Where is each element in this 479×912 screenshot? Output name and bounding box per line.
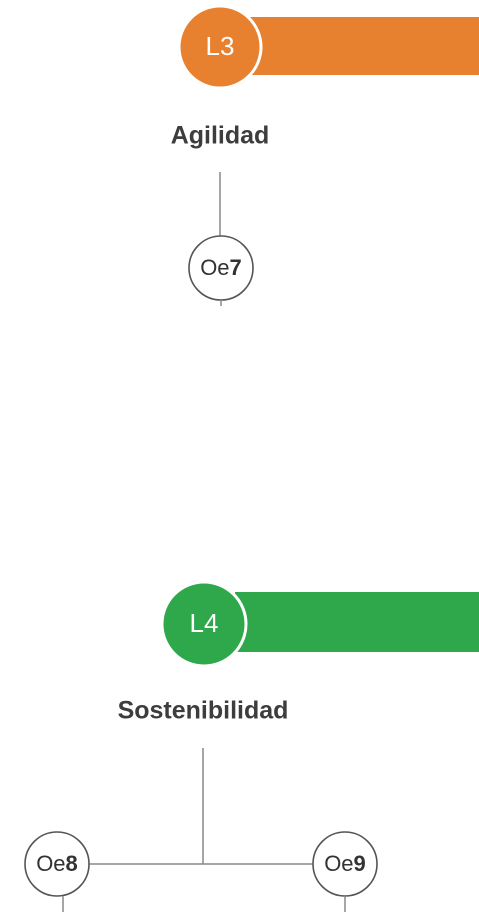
level-badge — [177, 4, 263, 90]
node-prefix: Oe — [324, 851, 353, 876]
node-number: 9 — [354, 851, 366, 876]
node-prefix: Oe — [36, 851, 65, 876]
node-label: Oe8 — [36, 851, 78, 876]
level-label: L4 — [190, 608, 219, 638]
section-title: Sostenibilidad — [118, 697, 289, 725]
node-number: 7 — [230, 255, 242, 280]
level-label: L3 — [206, 31, 235, 61]
node-label: Oe9 — [324, 851, 366, 876]
node-label: Oe7 — [200, 255, 242, 280]
level-bar — [250, 17, 479, 75]
section-title: Agilidad — [171, 122, 270, 150]
level-bar — [235, 592, 479, 652]
node-prefix: Oe — [200, 255, 229, 280]
level-badge — [160, 580, 248, 668]
node-number: 8 — [66, 851, 78, 876]
node-circle — [24, 831, 90, 897]
